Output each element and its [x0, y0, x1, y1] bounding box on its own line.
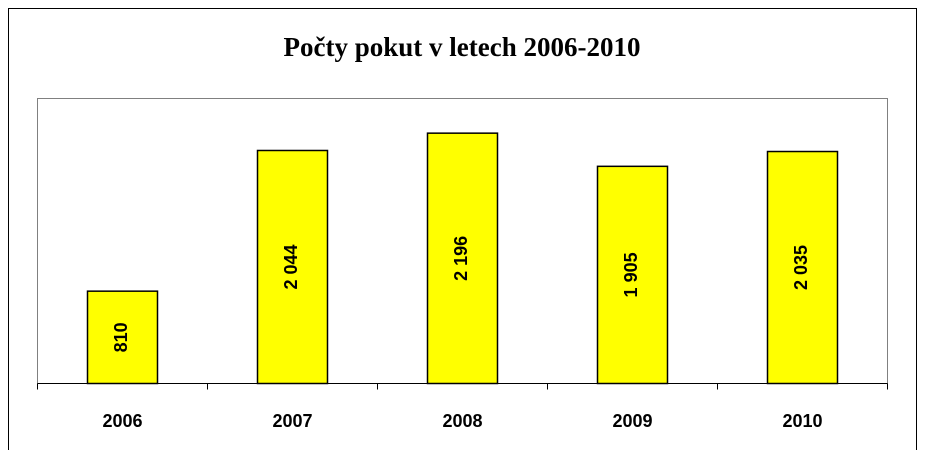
- bar: [256, 149, 329, 385]
- value-label: 810: [111, 322, 131, 352]
- bar: [596, 165, 669, 385]
- bar: [86, 290, 159, 385]
- value-label: 1 905: [621, 252, 641, 297]
- bar: [766, 150, 839, 385]
- x-tick-label: 2006: [102, 411, 142, 431]
- x-tick-label: 2007: [272, 411, 312, 431]
- chart-title: Počty pokut v letech 2006-2010: [284, 32, 641, 62]
- value-label: 2 044: [281, 244, 301, 289]
- value-label: 2 035: [791, 245, 811, 290]
- value-label: 2 196: [451, 236, 471, 281]
- bar: [426, 132, 499, 385]
- x-tick-label: 2008: [442, 411, 482, 431]
- x-tick-label: 2010: [782, 411, 822, 431]
- x-tick-label: 2009: [612, 411, 652, 431]
